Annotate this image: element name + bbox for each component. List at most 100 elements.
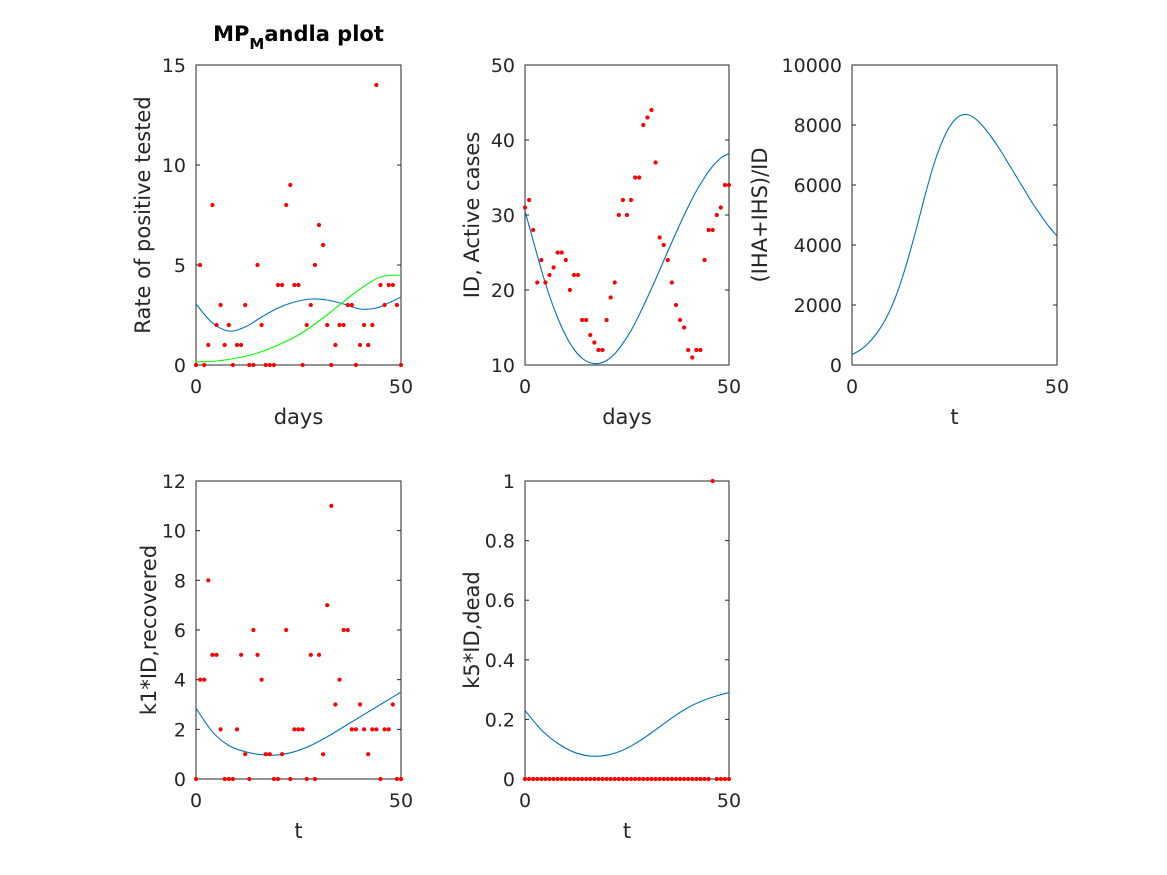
p4-data-point	[206, 578, 211, 583]
p5-data-point	[535, 776, 540, 782]
p5-data-point	[694, 776, 699, 782]
p4-xlabel: t	[294, 819, 302, 843]
p3-xlabel: t	[950, 405, 958, 429]
p2-data-point	[592, 340, 597, 345]
p3-panel: 0 50 0 2000 4000 6000 8000 10000 t (IHA+IHS)/ID	[748, 55, 1069, 429]
p1-xlabel: days	[274, 405, 324, 429]
p5-data-point	[649, 776, 654, 782]
p2-series-0-line	[525, 153, 729, 365]
p2-data-point	[690, 355, 695, 360]
p2-data-point	[718, 205, 723, 210]
p2-panel: 0 50 10 20 30 40 50 days ID, Active cases	[460, 55, 741, 429]
p5-data-point	[522, 776, 528, 782]
p4-data-point	[218, 727, 223, 732]
p1-data-point	[275, 282, 281, 288]
p1-data-point	[206, 342, 211, 348]
p5-data-point	[555, 776, 560, 782]
p3-ytick-label: 4000	[794, 235, 842, 257]
p4-data-point	[193, 776, 199, 782]
p2-data-point	[535, 280, 540, 285]
p5-data-point	[645, 776, 650, 782]
p4-data-point	[230, 776, 235, 782]
p4-data-point	[292, 727, 297, 732]
p1-series-0-line	[196, 296, 401, 332]
p5-data-point	[673, 776, 679, 782]
p1-data-point	[321, 242, 326, 248]
p4-ytick-label: 10	[162, 521, 186, 543]
p2-data-point	[571, 272, 577, 278]
p4-data-point	[239, 652, 244, 657]
p1-data-point	[230, 362, 235, 368]
p4-data-point	[337, 677, 342, 682]
p4-ytick-label: 2	[174, 719, 186, 741]
p2-data-point	[563, 257, 568, 263]
p5-xtick-label: 0	[519, 790, 531, 812]
p3-ytick-label: 2000	[794, 295, 842, 317]
p4-data-point	[210, 652, 215, 657]
title-rest: andla plot	[264, 22, 384, 46]
p2-ylabel: ID, Active cases	[460, 132, 484, 299]
p3-xtick-label: 50	[1045, 376, 1069, 398]
p3-ytick-label: 8000	[794, 115, 842, 137]
p4-data-point	[267, 752, 272, 757]
p2-data-point	[620, 197, 626, 203]
p5-data-point	[706, 776, 711, 782]
p2-data-point	[567, 287, 572, 293]
p2-data-point	[559, 250, 564, 255]
p2-xtick-label: 50	[717, 376, 741, 398]
p1-data-point	[243, 302, 248, 308]
p2-data-point	[722, 182, 728, 188]
p4-data-point	[247, 776, 252, 782]
p2-data-point	[575, 272, 581, 278]
p2-data-point	[649, 107, 654, 113]
p3-series-0-line	[852, 113, 1057, 355]
p1-data-point	[333, 342, 338, 348]
p5-data-point	[543, 776, 548, 782]
p4-data-point	[202, 677, 207, 682]
p1-ytick-label: 5	[174, 255, 186, 277]
p1-data-point	[259, 322, 264, 328]
p5-data-point	[677, 776, 683, 782]
p4-xtick-label: 50	[389, 790, 413, 812]
p2-data-point	[694, 347, 699, 353]
p4-data-point	[325, 603, 330, 608]
p2-data-point	[645, 115, 650, 120]
p5-data-point	[539, 776, 544, 782]
p2-data-point	[657, 235, 662, 240]
p4-data-point	[271, 776, 276, 782]
p4-data-point	[357, 702, 363, 707]
p1-data-point	[312, 262, 317, 268]
p2-xtick-label: 0	[519, 376, 531, 398]
p5-data-point	[600, 776, 605, 782]
p5-data-point	[580, 776, 585, 782]
p1-data-point	[226, 322, 231, 328]
p1-data-point	[198, 262, 203, 268]
p2-data-point	[612, 280, 617, 285]
p2-data-point	[551, 265, 556, 270]
p5-data-point	[559, 776, 564, 782]
p1-panel: 0 50 0 5 10 15 days Rate of positive tested MPMa…	[131, 22, 413, 429]
p5-ytick-label: 0.4	[485, 650, 515, 672]
p5-data-point	[718, 776, 723, 782]
p1-xtick-label: 50	[389, 376, 413, 398]
p1-data-point	[210, 202, 215, 208]
p4-ytick-label: 0	[174, 769, 186, 791]
p4-data-point	[353, 727, 358, 732]
p5-xlabel: t	[623, 819, 631, 843]
p5-data-point	[726, 776, 732, 782]
p2-ytick-label: 30	[491, 205, 515, 227]
p2-data-point	[543, 280, 548, 285]
p5-data-point	[592, 776, 597, 782]
p2-data-point	[706, 227, 711, 233]
p1-data-point	[341, 322, 346, 328]
p1-data-point	[214, 322, 219, 328]
p5-data-point	[624, 776, 630, 782]
p5-data-point	[575, 776, 581, 782]
p4-data-point	[394, 776, 399, 782]
p2-data-point	[653, 160, 658, 165]
p5-data-point	[588, 776, 593, 782]
p4-data-point	[300, 727, 305, 732]
p2-data-point	[588, 332, 593, 338]
p3-ytick-label: 0	[830, 355, 842, 377]
p2-data-point	[628, 197, 634, 203]
